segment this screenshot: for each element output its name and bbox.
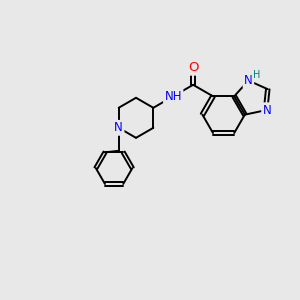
Text: N: N (244, 74, 253, 87)
Text: H: H (253, 70, 260, 80)
Text: NH: NH (164, 90, 182, 103)
Text: N: N (262, 104, 272, 117)
Text: N: N (114, 121, 123, 134)
Text: O: O (188, 61, 198, 74)
